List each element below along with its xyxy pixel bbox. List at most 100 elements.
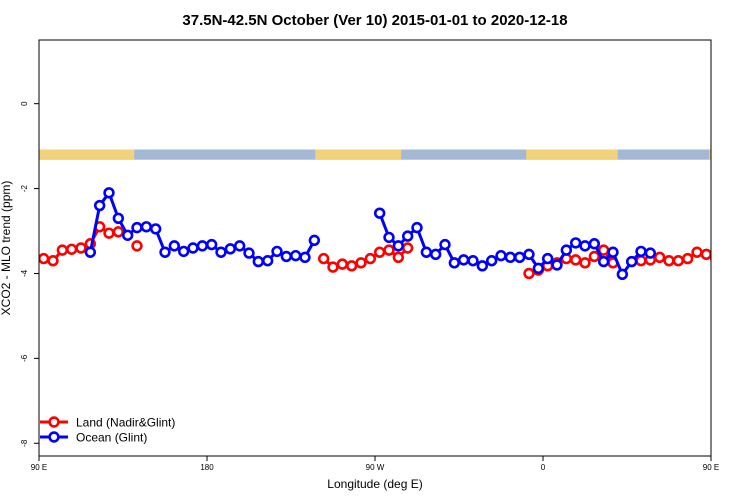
data-point	[485, 255, 498, 267]
data-point	[355, 257, 367, 269]
data-point	[730, 246, 739, 255]
data-point	[588, 238, 601, 250]
data-point	[429, 248, 442, 261]
x-axis: 90 E 180 90 W 0 90 E	[31, 456, 719, 472]
data-point	[233, 240, 246, 252]
y-axis: 0 -2 -4 -6 -8	[20, 101, 39, 447]
data-point	[308, 234, 321, 247]
y-tick-label: -8	[20, 439, 29, 447]
data-point	[317, 252, 330, 265]
x-tick-label: 0	[541, 463, 546, 472]
data-point	[215, 246, 227, 258]
land-band-segment	[709, 149, 711, 160]
data-point	[252, 255, 265, 268]
data-point	[653, 251, 666, 264]
data-point	[532, 262, 545, 275]
data-point	[47, 255, 59, 267]
data-point	[149, 223, 162, 235]
data-point	[616, 268, 629, 281]
legend: Land (Nadir&Glint) Ocean (Glint)	[40, 416, 175, 445]
data-point	[672, 255, 685, 267]
data-point	[261, 255, 274, 267]
land-band-segment	[39, 149, 135, 160]
y-tick-label: -6	[20, 354, 29, 362]
data-point	[168, 240, 181, 252]
data-point	[569, 254, 582, 266]
data-point	[721, 256, 730, 265]
data-point	[476, 260, 489, 272]
data-point	[187, 242, 199, 254]
data-point	[495, 249, 507, 262]
data-point	[131, 240, 143, 252]
land-band-segment	[315, 149, 402, 160]
data-point	[625, 255, 638, 268]
data-point	[457, 254, 470, 266]
data-point	[373, 207, 386, 219]
data-point	[635, 255, 647, 267]
data-point	[93, 199, 106, 212]
data-point	[448, 257, 461, 269]
data-point	[280, 250, 293, 263]
data-point	[411, 221, 423, 234]
legend-land-marker	[48, 416, 60, 428]
legend-ocean-label: Ocean (Glint)	[76, 431, 147, 445]
x-tick-label: 90 W	[366, 463, 385, 472]
legend-land-label: Land (Nadir&Glint)	[76, 416, 175, 430]
y-axis-label: XCO2 - MLO trend (ppm)	[0, 181, 13, 316]
data-point	[663, 255, 675, 267]
data-point	[439, 238, 451, 251]
data-point	[579, 257, 591, 269]
data-point	[739, 244, 748, 253]
data-point	[224, 243, 237, 255]
data-point	[523, 267, 535, 280]
data-point	[541, 252, 554, 265]
data-point	[635, 245, 647, 258]
data-point	[243, 247, 255, 259]
data-point	[373, 246, 386, 258]
data-point	[383, 244, 395, 256]
data-point	[383, 231, 395, 244]
data-point	[644, 247, 657, 259]
data-point	[112, 226, 125, 238]
data-point	[345, 260, 358, 272]
data-point	[401, 242, 414, 254]
data-point	[364, 252, 377, 265]
y-tick-label: -2	[20, 184, 29, 192]
data-point	[504, 251, 517, 264]
series-layer	[39, 187, 748, 281]
data-point	[112, 212, 125, 224]
data-point	[327, 261, 339, 273]
data-point	[560, 244, 573, 256]
data-point	[65, 243, 78, 255]
data-point	[56, 244, 69, 256]
data-point	[588, 250, 601, 263]
land-ocean-band	[39, 149, 711, 160]
data-point	[131, 221, 143, 234]
data-point	[467, 255, 479, 267]
y-tick-label: 0	[20, 101, 29, 106]
x-tick-label: 90 E	[703, 463, 719, 472]
data-point	[159, 246, 171, 258]
data-point	[39, 252, 50, 265]
x-tick-label: 90 E	[31, 463, 47, 472]
chart-title: 37.5N-42.5N October (Ver 10) 2015-01-01 …	[182, 12, 567, 29]
data-point	[271, 245, 283, 258]
data-point	[103, 187, 115, 199]
data-point	[205, 238, 218, 251]
data-point	[392, 251, 405, 264]
data-point	[681, 252, 694, 265]
data-point	[513, 251, 526, 264]
data-point	[607, 246, 619, 258]
data-point	[569, 237, 582, 249]
data-point	[523, 248, 535, 261]
data-point	[579, 240, 591, 252]
data-point	[140, 221, 153, 233]
data-point	[121, 229, 134, 241]
land-band-segment	[526, 149, 618, 160]
data-point	[177, 245, 190, 258]
data-point	[709, 255, 711, 262]
data-point	[420, 246, 433, 258]
legend-ocean-marker	[48, 431, 60, 443]
data-point	[597, 255, 610, 268]
